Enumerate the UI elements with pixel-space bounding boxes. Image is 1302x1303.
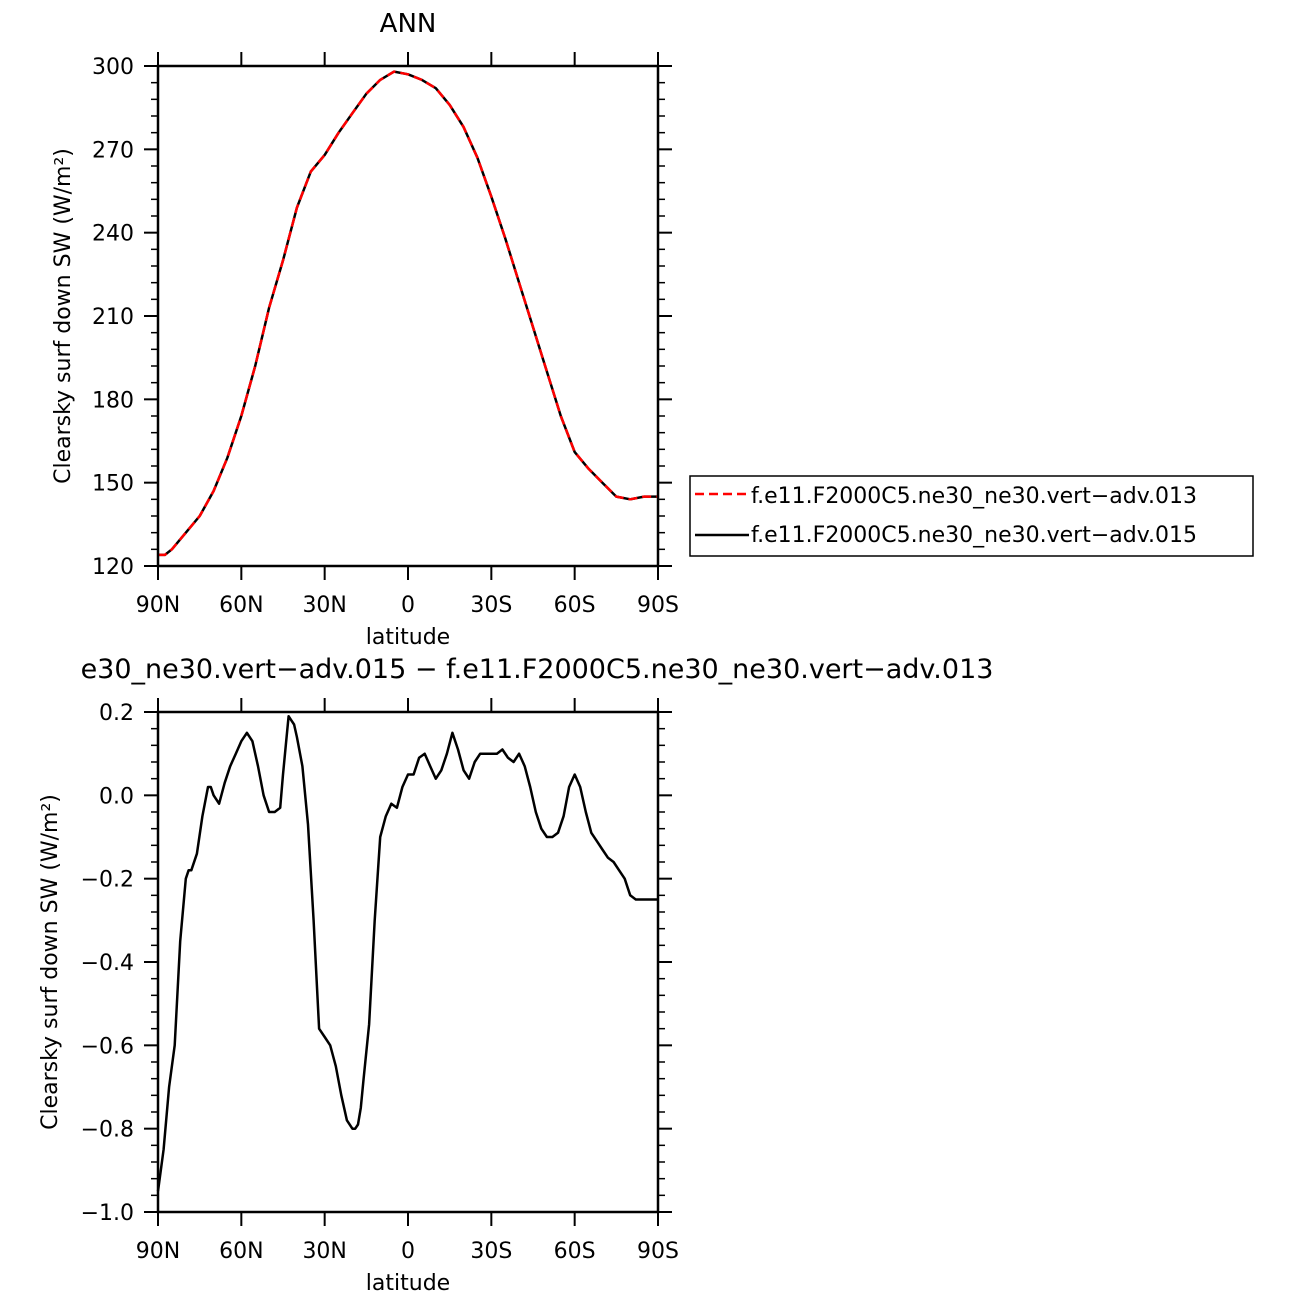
top-panel-xlabel: latitude [366, 625, 450, 650]
legend-label-013: f.e11.F2000C5.ne30_ne30.vert−adv.013 [751, 484, 1197, 509]
y-tick-label: 270 [92, 138, 134, 163]
y-tick-label: 300 [92, 55, 134, 80]
y-tick-label: 180 [92, 388, 134, 413]
x-tick-label: 90N [136, 593, 180, 618]
y-tick-label: −0.8 [81, 1118, 134, 1143]
bottom-panel-frame [156, 710, 660, 1214]
x-tick-label: 60S [554, 593, 596, 618]
x-tick-label: 60S [554, 1239, 596, 1264]
x-tick-label: 30N [302, 1239, 346, 1264]
x-tick-label: 0 [401, 1239, 415, 1264]
x-tick-label: 90S [637, 1239, 679, 1264]
bottom-panel: e30_ne30.vert−adv.015 − f.e11.F2000C5.ne… [38, 654, 993, 1296]
top-panel-ylabel: Clearsky surf down SW (W/m²) [51, 148, 76, 484]
legend: f.e11.F2000C5.ne30_ne30.vert−adv.013 f.e… [689, 475, 1254, 557]
y-tick-label: 240 [92, 222, 134, 247]
series-line-0 [156, 714, 658, 1192]
y-tick-label: 210 [92, 305, 134, 330]
bottom-panel-ylabel: Clearsky surf down SW (W/m²) [38, 794, 63, 1130]
bottom-panel-series [156, 714, 658, 1192]
y-tick-label: 0.2 [99, 701, 134, 726]
top-panel-series [158, 70, 658, 557]
y-tick-label: −1.0 [81, 1201, 134, 1226]
top-panel: ANN latitude Clearsky surf down SW (W/m²… [51, 9, 679, 650]
y-tick-label: −0.2 [81, 868, 134, 893]
y-tick-label: 120 [92, 555, 134, 580]
bottom-panel-ticks: −1.0 −0.8 −0.6 −0.4 −0.2 0.0 0.2 90N 60N 30N 0 30S 6… [81, 698, 679, 1264]
top-panel-title: ANN [380, 9, 437, 39]
y-tick-label: −0.4 [81, 951, 134, 976]
series-line-0 [158, 70, 658, 557]
x-tick-label: 30S [470, 1239, 512, 1264]
x-tick-label: 60N [219, 593, 263, 618]
y-tick-label: 0.0 [99, 784, 134, 809]
bottom-panel-title: e30_ne30.vert−adv.015 − f.e11.F2000C5.ne… [81, 654, 994, 685]
x-tick-label: 0 [401, 593, 415, 618]
bottom-panel-xlabel: latitude [366, 1271, 450, 1296]
legend-box [689, 475, 1254, 557]
x-tick-label: 60N [219, 1239, 263, 1264]
x-tick-label: 90N [136, 1239, 180, 1264]
top-panel-frame [156, 64, 660, 568]
y-tick-label: 150 [92, 472, 134, 497]
legend-label-015: f.e11.F2000C5.ne30_ne30.vert−adv.015 [751, 523, 1197, 548]
x-tick-label: 30S [470, 593, 512, 618]
top-panel-ticks: 120 150 180 210 240 270 300 90N 60N 30N 0 30S 60S 90S [92, 52, 679, 618]
x-tick-label: 90S [637, 593, 679, 618]
x-tick-label: 30N [302, 593, 346, 618]
y-tick-label: −0.6 [81, 1034, 134, 1059]
series-line-1 [158, 70, 658, 557]
